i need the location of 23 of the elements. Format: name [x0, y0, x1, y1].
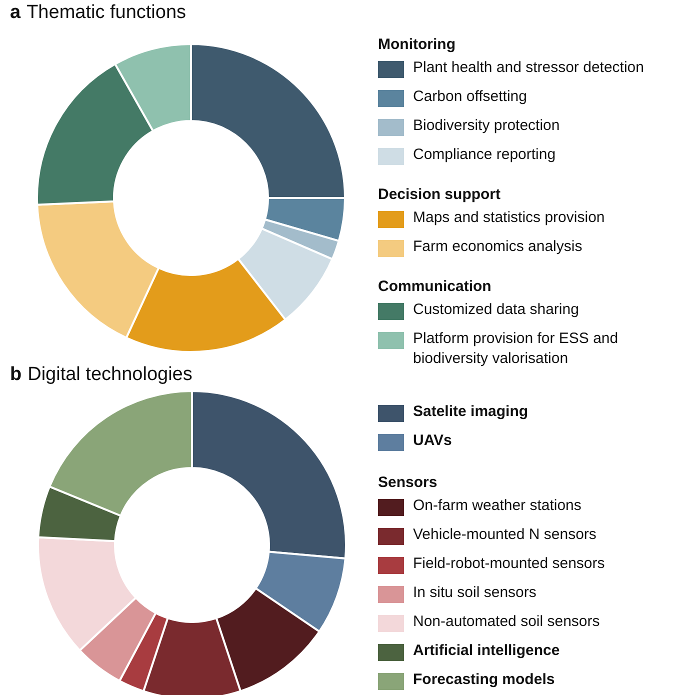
legend-label: Artificial intelligence: [413, 641, 560, 661]
legend-label: Vehicle-mounted N sensors: [413, 525, 596, 545]
legend-label: Satelite imaging: [413, 402, 528, 422]
legend-label: Forecasting models: [413, 670, 555, 690]
legend-label: Non-automated soil sensors: [413, 612, 600, 632]
legend-label: Platform provision for ESS and biodiversity valorisation: [413, 329, 620, 369]
text: Communication: [378, 277, 492, 297]
legend-label: Customized data sharing: [413, 300, 579, 320]
text: Monitoring: [378, 35, 456, 55]
text: Sensors: [378, 473, 438, 493]
legend-label: Field-robot-mounted sensors: [413, 554, 605, 574]
text: Decision support: [378, 185, 502, 205]
chart-title: b Digital technologies: [10, 364, 192, 386]
legend-label: In situ soil sensors: [413, 583, 536, 603]
legend-label: Farm economics analysis: [413, 237, 582, 257]
chart-title: a Thematic functions: [10, 2, 186, 24]
legend-label: UAVs: [413, 431, 452, 451]
legend-label: Biodiversity protection: [413, 116, 560, 136]
legend-label: On-farm weather stations: [413, 496, 582, 516]
legend-label: Compliance reporting: [413, 145, 556, 165]
legend-label: Carbon offsetting: [413, 87, 527, 107]
legend-label: Maps and statistics provision: [413, 208, 605, 228]
legend-label: Plant health and stressor detection: [413, 58, 644, 78]
